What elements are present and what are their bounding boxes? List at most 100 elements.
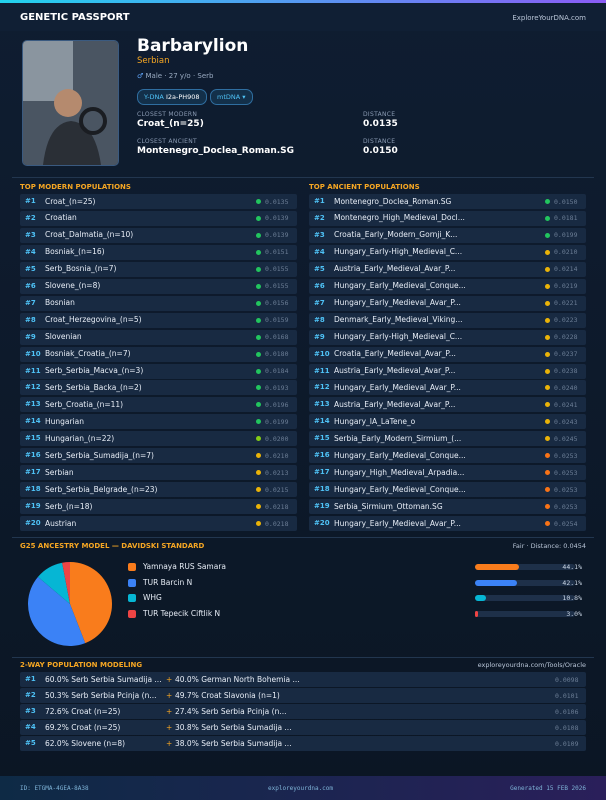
population-name: Serbia_Early_Modern_Sirmium_(... (334, 433, 462, 443)
distance: 0.0210 (554, 248, 578, 257)
population-row: #20 Austrian 0.0218 (20, 516, 297, 532)
distance: 0.0159 (265, 316, 289, 325)
rank: #1 (25, 675, 36, 683)
status-dot (256, 232, 261, 238)
population-name: Hungarian_(n=22) (45, 433, 115, 443)
bar (475, 564, 520, 570)
footer-site[interactable]: exploreyourdna.com (268, 785, 334, 792)
rank: #2 (25, 213, 36, 222)
legend-label: TUR Barcin N (143, 577, 193, 587)
distance: 0.0213 (265, 468, 289, 477)
population-name: Serbian (45, 467, 74, 477)
plus: + (166, 722, 173, 732)
status-dot (545, 249, 550, 255)
population-row: #5 Serb_Bosnia_(n=7) 0.0155 (20, 261, 297, 277)
population-row: #9 Slovenian 0.0168 (20, 329, 297, 345)
population-name: Serb_Serbia_Belgrade_(n=23) (45, 484, 158, 494)
distance: 0.0196 (265, 400, 289, 409)
rank: #4 (25, 723, 36, 731)
legend-label: TUR Tepecik Ciftlik N (143, 608, 221, 618)
component-b: 40.0% German North Bohemia ... (175, 674, 300, 684)
footer-id: ID: ETGMA-4GEA-8A38 (20, 785, 89, 792)
ancient-title: TOP ANCIENT POPULATIONS (309, 183, 420, 191)
population-row: #7 Hungary_Early_Medieval_Avar_P... 0.0221 (309, 295, 586, 311)
distance: 0.0156 (265, 299, 289, 308)
population-row: #19 Serbia_Sirmium_Ottoman.SG 0.0253 (309, 499, 586, 515)
population-row: #1 Montenegro_Doclea_Roman.SG 0.0150 (309, 194, 586, 209)
rank: #8 (25, 315, 36, 324)
distance: 0.0098 (555, 675, 579, 684)
status-dot (545, 266, 550, 272)
population-row: #20 Hungary_Early_Medieval_Avar_P... 0.025… (309, 516, 586, 532)
bar (475, 595, 486, 601)
modern-title: TOP MODERN POPULATIONS (20, 183, 131, 191)
mtdna-badge[interactable]: mtDNA ▾ (210, 89, 253, 105)
group: Serb (197, 72, 214, 80)
rank: #10 (314, 349, 330, 358)
modeling-link[interactable]: exploreyourdna.com/Tools/Oracle (477, 661, 586, 669)
rank: #17 (25, 468, 41, 477)
distance: 0.0240 (554, 383, 578, 392)
distance: 0.0223 (554, 316, 578, 325)
population-name: Croatia_Early_Modern_Gornji_K... (334, 230, 458, 240)
distance: 0.0253 (554, 451, 578, 460)
population-name: Serbia_Sirmium_Ottoman.SG (334, 501, 443, 511)
model-row: #1 60.0% Serb Serbia Sumadija ... +40.0% G… (20, 672, 586, 687)
population-row: #11 Austria_Early_Medieval_Avar_P... 0.023… (309, 363, 586, 379)
rank: #2 (314, 213, 325, 222)
population-name: Austria_Early_Medieval_Avar_P... (334, 366, 456, 375)
rank: #10 (25, 349, 41, 358)
profile-name: Barbarylion (137, 36, 249, 56)
population-row: #8 Denmark_Early_Medieval_Viking... 0.0223 (309, 312, 586, 328)
ydna-badge[interactable]: Y-DNA I2a-PH908 (137, 89, 207, 105)
mtdna-label: mtDNA (217, 93, 241, 101)
component-b: 27.4% Serb Serbia Pcinja (n... (175, 706, 287, 716)
distance: 0.0184 (265, 367, 289, 375)
population-row: #6 Slovene_(n=8) 0.0155 (20, 278, 297, 294)
model-row: #4 69.2% Croat (n=25) +30.8% Serb Serbia S… (20, 720, 586, 735)
rank: #14 (25, 417, 41, 426)
distance: 0.0245 (554, 434, 578, 443)
population-row: #5 Austria_Early_Medieval_Avar_P... 0.0214 (309, 261, 586, 277)
model-row: #5 62.0% Slovene (n=8) +38.0% Serb Serbia … (20, 736, 586, 751)
ydna-value: I2a-PH908 (165, 93, 200, 101)
population-name: Hungary_High_Medieval_Arpadia... (334, 467, 465, 477)
population-name: Croat_Dalmatia_(n=10) (45, 230, 134, 240)
bar (475, 579, 518, 586)
model-row: #2 50.3% Serb Serbia Pcinja (n... +49.7% C… (20, 688, 586, 703)
status-dot (256, 317, 261, 323)
distance-label: DISTANCE (363, 111, 396, 118)
population-name: Serb_Serbia_Backa_(n=2) (45, 382, 142, 392)
status-dot (545, 470, 550, 476)
rank: #14 (314, 417, 330, 426)
distance: 0.0214 (554, 265, 578, 274)
status-dot (545, 436, 550, 442)
population-name: Hungary_Early_Medieval_Conque... (334, 281, 466, 291)
status-dot (545, 317, 550, 323)
rank: #16 (314, 451, 330, 460)
distance: 0.0199 (265, 417, 289, 426)
status-dot (256, 521, 261, 527)
population-row: #10 Bosniak_Croatia_(n=7) 0.0180 (20, 346, 297, 362)
modern-distance: 0.0135 (363, 119, 398, 129)
distance: 0.0237 (554, 350, 578, 359)
rank: #13 (25, 400, 41, 409)
header-site[interactable]: ExploreYourDNA.com (512, 14, 586, 22)
modeling-title: 2-WAY POPULATION MODELING (20, 661, 143, 669)
legend-label: WHG (143, 593, 162, 602)
distance: 0.0155 (265, 265, 289, 274)
distance: 0.0215 (265, 485, 289, 494)
status-dot (256, 436, 261, 442)
rank: #12 (314, 383, 330, 392)
g25-title: G25 ANCESTRY MODEL — DAVIDSKI STANDARD (20, 542, 205, 550)
status-dot (256, 402, 261, 408)
population-name: Bosniak_Croatia_(n=7) (45, 349, 131, 359)
distance: 0.0254 (554, 519, 578, 528)
rank: #19 (25, 502, 41, 511)
rank: #2 (25, 691, 36, 699)
population-name: Hungary_Early-High_Medieval_C... (334, 247, 463, 257)
rank: #1 (25, 197, 36, 205)
distance: 0.0151 (265, 248, 289, 257)
age: 27 y/o (168, 72, 191, 80)
status-dot (545, 300, 550, 306)
